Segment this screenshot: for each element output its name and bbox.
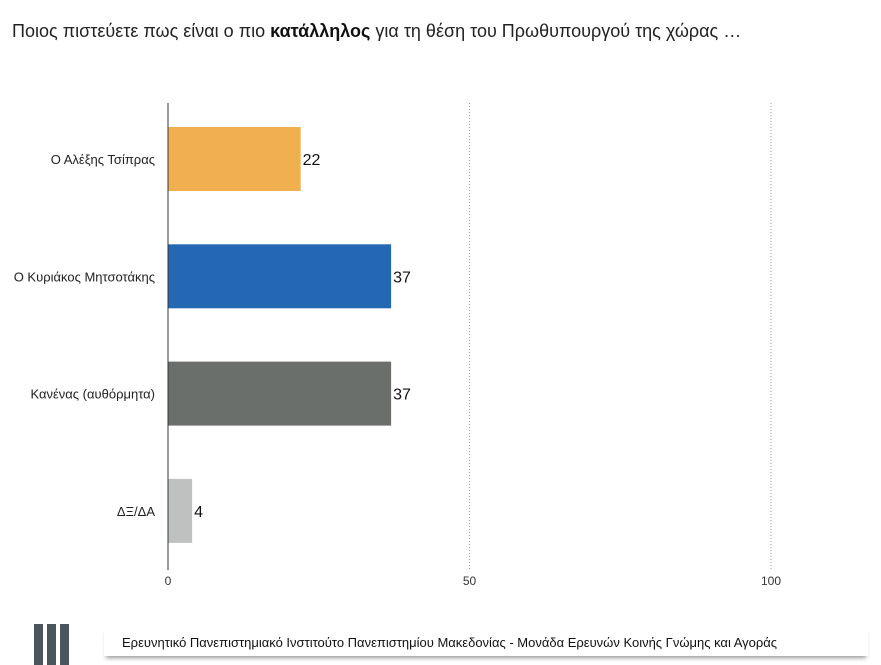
x-tick-label: 0 xyxy=(165,574,172,588)
title-prefix: Ποιος πιστεύετε πως είναι ο πιο xyxy=(12,21,271,41)
footer-text: Ερευνητικό Πανεπιστημιακό Ινστιτούτο Παν… xyxy=(122,635,778,650)
category-label: Ο Αλέξης Τσίπρας xyxy=(51,152,155,167)
bar-chart: 0 50 100 22 Ο Αλέξης Τσίπρας 37 Ο Κυριάκος Μητ… xyxy=(14,103,781,588)
bar xyxy=(168,478,193,543)
data-label: 4 xyxy=(194,504,203,521)
footer: Ερευνητικό Πανεπιστημιακό Ινστιτούτο Παν… xyxy=(104,626,868,656)
data-label: 37 xyxy=(393,269,411,286)
bar xyxy=(168,244,392,309)
x-tick-label: 50 xyxy=(463,574,477,588)
title-suffix: για τη θέση του Πρωθυπουργού της χώρας … xyxy=(370,21,742,41)
category-label: ΔΞ/ΔΑ xyxy=(117,504,155,519)
x-tick-label: 100 xyxy=(761,574,781,588)
bar xyxy=(168,127,301,191)
category-label: Κανένας (αυθόρμητα) xyxy=(30,387,155,402)
title-bold: κατάλληλος xyxy=(270,21,371,41)
data-label: 37 xyxy=(393,387,411,404)
bar xyxy=(168,361,392,426)
category-label: Ο Κυριάκος Μητσοτάκης xyxy=(14,269,155,284)
chart-title: Ποιος πιστεύετε πως είναι ο πιο κατάλληλ… xyxy=(12,21,741,42)
data-label: 22 xyxy=(303,152,321,169)
